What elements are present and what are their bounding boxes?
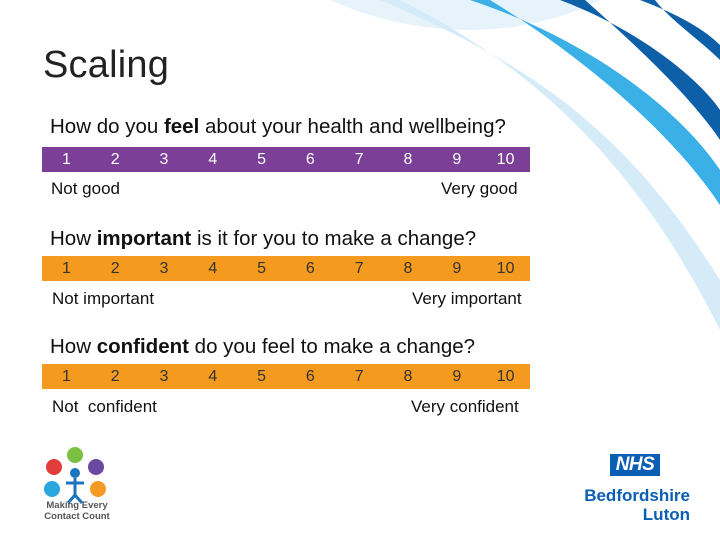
scale-option-9[interactable]: 9 xyxy=(452,259,462,277)
scale-option-5[interactable]: 5 xyxy=(257,259,267,277)
question-emphasis: important xyxy=(96,227,192,250)
scale-option-9[interactable]: 9 xyxy=(452,150,462,168)
question-confident: How confident do you feel to make a chan… xyxy=(50,335,475,359)
scale-option-8[interactable]: 8 xyxy=(403,259,413,277)
question-emphasis: confident xyxy=(96,335,189,358)
organisation-name: Bedfordshire Luton xyxy=(564,486,690,524)
scale-option-2[interactable]: 2 xyxy=(110,150,120,168)
question-text: How xyxy=(50,335,97,358)
mecc-caption-line: Making Every xyxy=(46,500,108,511)
scale-low-label: Not good xyxy=(51,179,120,198)
scale-high-label: Very confident xyxy=(411,397,519,416)
question-feel: How do you feel about your health and we… xyxy=(50,115,506,139)
scale-option-7[interactable]: 7 xyxy=(354,259,364,277)
scale-option-3[interactable]: 3 xyxy=(159,367,169,385)
scale-option-1[interactable]: 1 xyxy=(61,367,71,385)
question-emphasis: feel xyxy=(163,115,200,138)
scale-option-2[interactable]: 2 xyxy=(110,259,120,277)
mecc-caption-line: Contact Count xyxy=(44,511,110,522)
scale-high-label: Very good xyxy=(441,179,518,198)
scale-option-3[interactable]: 3 xyxy=(159,259,169,277)
scale-option-2[interactable]: 2 xyxy=(110,367,120,385)
scale-option-4[interactable]: 4 xyxy=(208,150,218,168)
scale-option-4[interactable]: 4 xyxy=(208,367,218,385)
scale-option-1[interactable]: 1 xyxy=(61,259,71,277)
scale-option-8[interactable]: 8 xyxy=(403,150,413,168)
organisation-line: Luton xyxy=(642,505,690,524)
mecc-caption: Making Every Contact Count xyxy=(44,500,110,522)
scale-option-10[interactable]: 10 xyxy=(496,150,515,168)
scale-high-label: Very important xyxy=(412,289,522,308)
scale-option-5[interactable]: 5 xyxy=(257,367,267,385)
scale-confident: 1 2 3 4 5 6 7 8 9 10 xyxy=(42,364,530,389)
question-text: How xyxy=(50,227,97,250)
scale-low-label: Not confident xyxy=(52,397,157,416)
organisation-line: Bedfordshire xyxy=(584,486,690,505)
scale-option-4[interactable]: 4 xyxy=(208,259,218,277)
scale-option-6[interactable]: 6 xyxy=(305,367,315,385)
scale-option-9[interactable]: 9 xyxy=(452,367,462,385)
scale-option-3[interactable]: 3 xyxy=(159,150,169,168)
mecc-logo xyxy=(44,447,106,504)
scale-feel: 1 2 3 4 5 6 7 8 9 10 xyxy=(42,147,530,172)
question-text: How do you xyxy=(50,115,164,138)
question-text: about your health and wellbeing? xyxy=(199,115,506,138)
scale-option-5[interactable]: 5 xyxy=(257,150,267,168)
scale-option-7[interactable]: 7 xyxy=(354,150,364,168)
scale-option-1[interactable]: 1 xyxy=(61,150,71,168)
scale-important: 1 2 3 4 5 6 7 8 9 10 xyxy=(42,256,530,281)
question-important: How important is it for you to make a ch… xyxy=(50,227,476,251)
slide-title: Scaling xyxy=(43,44,170,86)
nhs-logo: NHS xyxy=(610,454,660,476)
scale-option-10[interactable]: 10 xyxy=(496,259,515,277)
scale-option-6[interactable]: 6 xyxy=(305,259,315,277)
scale-option-8[interactable]: 8 xyxy=(403,367,413,385)
scale-low-label: Not important xyxy=(52,289,155,308)
question-text: is it for you to make a change? xyxy=(191,227,477,250)
scale-option-7[interactable]: 7 xyxy=(354,367,364,385)
question-text: do you feel to make a change? xyxy=(188,335,476,358)
scale-option-6[interactable]: 6 xyxy=(305,150,315,168)
scale-option-10[interactable]: 10 xyxy=(496,367,515,385)
